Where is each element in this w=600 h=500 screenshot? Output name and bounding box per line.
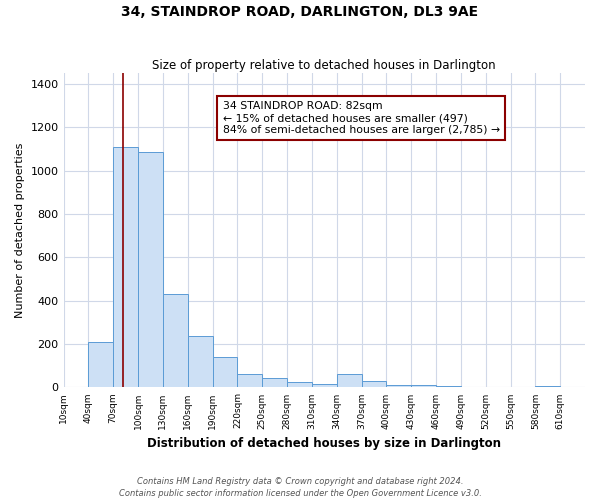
X-axis label: Distribution of detached houses by size in Darlington: Distribution of detached houses by size … (147, 437, 501, 450)
Text: 34, STAINDROP ROAD, DARLINGTON, DL3 9AE: 34, STAINDROP ROAD, DARLINGTON, DL3 9AE (121, 5, 479, 19)
Bar (362, 381, 386, 388)
Title: Size of property relative to detached houses in Darlington: Size of property relative to detached ho… (152, 59, 496, 72)
Text: Contains HM Land Registry data © Crown copyright and database right 2024.
Contai: Contains HM Land Registry data © Crown c… (119, 476, 481, 498)
Bar (88, 342, 113, 388)
Bar (337, 374, 362, 388)
Bar (411, 386, 436, 388)
Bar (188, 336, 212, 388)
Bar (535, 386, 560, 388)
Bar (436, 386, 461, 388)
Bar (287, 382, 312, 388)
Y-axis label: Number of detached properties: Number of detached properties (15, 142, 25, 318)
Bar (238, 374, 262, 388)
Bar (312, 384, 337, 388)
Bar (113, 147, 138, 388)
Text: 34 STAINDROP ROAD: 82sqm
← 15% of detached houses are smaller (497)
84% of semi-: 34 STAINDROP ROAD: 82sqm ← 15% of detach… (223, 102, 500, 134)
Bar (163, 294, 188, 388)
Bar (262, 378, 287, 388)
Bar (138, 152, 163, 388)
Bar (386, 386, 411, 388)
Bar (212, 357, 238, 388)
